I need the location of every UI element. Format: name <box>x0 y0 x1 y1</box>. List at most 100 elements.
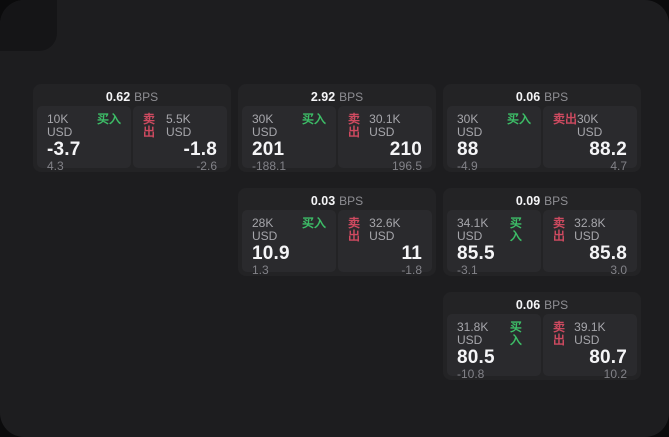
sell-tile-header: 卖出 32.8K USD <box>553 217 627 243</box>
buy-price: 85.5 <box>457 243 495 264</box>
quote-card: 0.62 BPS 10K USD 买入 -3.7 4.3 卖出 5.5K USD… <box>33 84 231 173</box>
spread-value: 0.06 <box>515 90 541 104</box>
buy-size: 30K USD <box>252 112 278 139</box>
quote-card: 2.92 BPS 30K USD 买入 201 -188.1 卖出 30.1K … <box>238 84 436 173</box>
card-header: 0.06 BPS <box>447 296 637 314</box>
buy-quote-tile[interactable]: 28K USD 买入 10.9 1.3 <box>242 210 336 277</box>
quote-sides: 34.1K USD 买入 85.5 -3.1 卖出 32.8K USD 85.8… <box>447 210 637 277</box>
buy-size: 31.8K USD <box>457 320 489 347</box>
spread-value: 0.03 <box>310 194 336 208</box>
spread-unit: BPS <box>134 90 159 104</box>
sell-price: 85.8 <box>589 243 627 264</box>
card-header: 2.92 BPS <box>242 88 432 106</box>
quote-sides: 30K USD 买入 88 -4.9 卖出 30K USD 88.2 4.7 <box>447 106 637 173</box>
buy-price: -3.7 <box>47 139 81 160</box>
sell-quote-tile[interactable]: 卖出 30.1K USD 210 196.5 <box>338 106 432 173</box>
sell-tag: 卖出 <box>348 112 361 139</box>
card-header: 0.03 BPS <box>242 192 432 210</box>
spread-unit: BPS <box>544 194 569 208</box>
sell-size: 30K USD <box>577 112 603 139</box>
quote-sides: 31.8K USD 买入 80.5 -10.8 卖出 39.1K USD 80.… <box>447 314 637 381</box>
buy-delta: -3.1 <box>457 263 478 277</box>
sell-delta: 3.0 <box>610 263 627 277</box>
sell-tag: 卖出 <box>553 320 566 347</box>
sell-size: 5.5K USD <box>165 112 192 139</box>
buy-size: 10K USD <box>47 112 73 139</box>
buy-tile-header: 30K USD 买入 <box>457 113 531 139</box>
buy-size: 34.1K USD <box>457 216 489 243</box>
corner-overlay <box>0 0 57 51</box>
card-header: 0.06 BPS <box>447 88 637 106</box>
quote-sides: 28K USD 买入 10.9 1.3 卖出 32.6K USD 11 -1.8 <box>242 210 432 277</box>
sell-price: 80.7 <box>589 347 627 368</box>
sell-tile-header: 卖出 39.1K USD <box>553 321 627 347</box>
sell-quote-tile[interactable]: 卖出 5.5K USD -1.8 -2.6 <box>133 106 227 173</box>
sell-tile-header: 卖出 32.6K USD <box>348 217 422 243</box>
buy-delta: 4.3 <box>47 159 64 173</box>
card-header: 0.62 BPS <box>37 88 227 106</box>
buy-delta: -188.1 <box>252 159 287 173</box>
buy-tag: 买入 <box>302 112 327 126</box>
sell-quote-tile[interactable]: 卖出 30K USD 88.2 4.7 <box>543 106 637 173</box>
spread-unit: BPS <box>339 90 364 104</box>
sell-tag: 卖出 <box>348 216 361 243</box>
sell-size: 39.1K USD <box>574 320 606 347</box>
buy-quote-tile[interactable]: 31.8K USD 买入 80.5 -10.8 <box>447 314 541 381</box>
quote-card: 0.06 BPS 31.8K USD 买入 80.5 -10.8 卖出 39.1… <box>443 292 641 381</box>
sell-tile-header: 卖出 30K USD <box>553 113 627 139</box>
buy-size: 30K USD <box>457 112 483 139</box>
buy-quote-tile[interactable]: 30K USD 买入 201 -188.1 <box>242 106 336 173</box>
sell-delta: -2.6 <box>196 159 217 173</box>
buy-tag: 买入 <box>97 112 122 126</box>
sell-quote-tile[interactable]: 卖出 32.8K USD 85.8 3.0 <box>543 210 637 277</box>
sell-price: 210 <box>389 139 422 160</box>
sell-size: 32.8K USD <box>574 216 606 243</box>
buy-price: 80.5 <box>457 347 495 368</box>
sell-tile-header: 卖出 30.1K USD <box>348 113 422 139</box>
buy-price: 88 <box>457 139 479 160</box>
buy-price: 10.9 <box>252 243 290 264</box>
sell-price: 88.2 <box>589 139 627 160</box>
buy-delta: 1.3 <box>252 263 269 277</box>
quote-grid: 0.62 BPS 10K USD 买入 -3.7 4.3 卖出 5.5K USD… <box>33 84 641 381</box>
sell-quote-tile[interactable]: 卖出 32.6K USD 11 -1.8 <box>338 210 432 277</box>
card-header: 0.09 BPS <box>447 192 637 210</box>
sell-delta: 196.5 <box>391 159 422 173</box>
buy-quote-tile[interactable]: 34.1K USD 买入 85.5 -3.1 <box>447 210 541 277</box>
sell-tile-header: 卖出 5.5K USD <box>143 113 217 139</box>
quote-sides: 10K USD 买入 -3.7 4.3 卖出 5.5K USD -1.8 -2.… <box>37 106 227 173</box>
buy-tag: 买入 <box>302 216 327 230</box>
sell-price: -1.8 <box>183 139 217 160</box>
spread-unit: BPS <box>544 298 569 312</box>
buy-tile-header: 34.1K USD 买入 <box>457 217 531 243</box>
sell-delta: 4.7 <box>610 159 627 173</box>
sell-tag: 卖出 <box>553 112 578 126</box>
spread-value: 0.06 <box>515 298 541 312</box>
sell-size: 30.1K USD <box>369 112 401 139</box>
spread-unit: BPS <box>339 194 364 208</box>
spread-value: 0.09 <box>515 194 541 208</box>
quote-sides: 30K USD 买入 201 -188.1 卖出 30.1K USD 210 1… <box>242 106 432 173</box>
buy-tag: 买入 <box>509 216 522 243</box>
sell-size: 32.6K USD <box>369 216 401 243</box>
spread-value: 2.92 <box>310 90 336 104</box>
sell-tag: 卖出 <box>143 112 156 139</box>
sell-delta: 10.2 <box>603 367 627 381</box>
spread-value: 0.62 <box>105 90 131 104</box>
buy-size: 28K USD <box>252 216 278 243</box>
buy-tag: 买入 <box>509 320 522 347</box>
buy-quote-tile[interactable]: 30K USD 买入 88 -4.9 <box>447 106 541 173</box>
sell-quote-tile[interactable]: 卖出 39.1K USD 80.7 10.2 <box>543 314 637 381</box>
buy-quote-tile[interactable]: 10K USD 买入 -3.7 4.3 <box>37 106 131 173</box>
spread-unit: BPS <box>544 90 569 104</box>
buy-delta: -4.9 <box>457 159 478 173</box>
sell-price: 11 <box>401 243 422 264</box>
buy-tag: 买入 <box>507 112 532 126</box>
quote-card: 0.06 BPS 30K USD 买入 88 -4.9 卖出 30K USD 8… <box>443 84 641 173</box>
buy-tile-header: 10K USD 买入 <box>47 113 121 139</box>
buy-tile-header: 28K USD 买入 <box>252 217 326 243</box>
quote-card: 0.09 BPS 34.1K USD 买入 85.5 -3.1 卖出 32.8K… <box>443 188 641 277</box>
buy-tile-header: 30K USD 买入 <box>252 113 326 139</box>
buy-tile-header: 31.8K USD 买入 <box>457 321 531 347</box>
